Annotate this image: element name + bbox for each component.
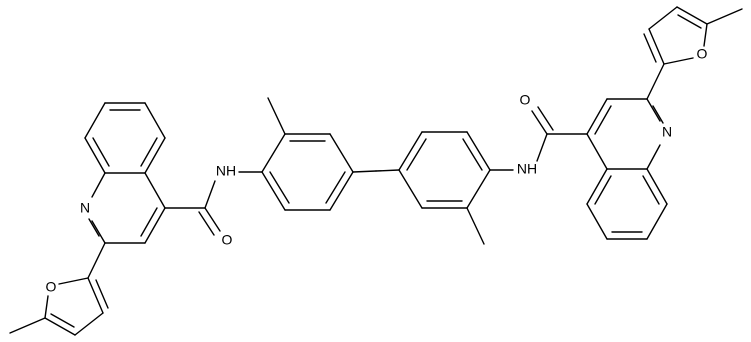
atom-label: O — [222, 232, 233, 248]
atom-label: N — [662, 124, 672, 140]
atom-label: NH — [216, 163, 236, 179]
bonds-half — [9, 97, 377, 336]
atom-label: NH — [517, 161, 537, 177]
atom-label: O — [520, 92, 531, 108]
atom-labels: N O NH O NH O N O — [46, 46, 708, 295]
bonds-mirror — [375, 6, 743, 245]
atom-label: O — [697, 46, 708, 62]
atom-label: O — [46, 279, 57, 295]
atom-label: N — [80, 200, 90, 216]
